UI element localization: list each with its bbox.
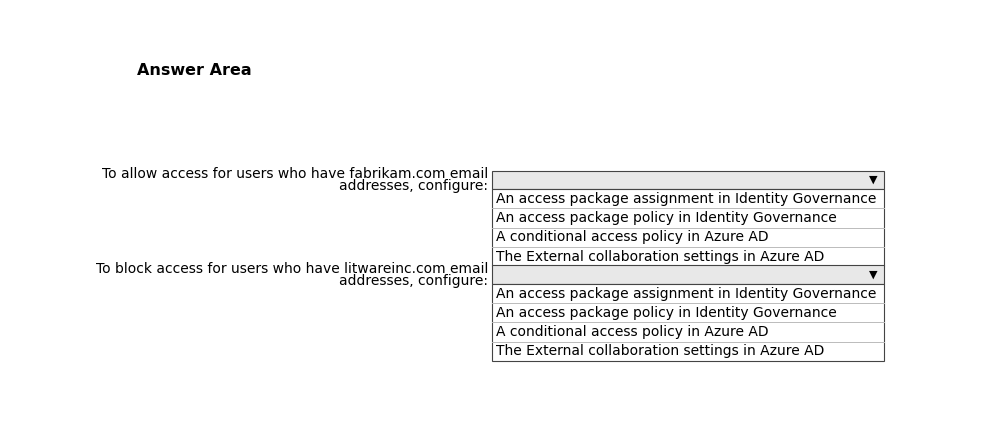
FancyBboxPatch shape (492, 171, 884, 189)
Text: An access package policy in Identity Governance: An access package policy in Identity Gov… (496, 306, 838, 320)
Text: The External collaboration settings in Azure AD: The External collaboration settings in A… (496, 344, 825, 358)
Text: An access package policy in Identity Governance: An access package policy in Identity Gov… (496, 211, 838, 225)
Text: Answer Area: Answer Area (137, 63, 252, 78)
Text: ▼: ▼ (869, 175, 878, 185)
Text: A conditional access policy in Azure AD: A conditional access policy in Azure AD (496, 325, 770, 339)
Text: A conditional access policy in Azure AD: A conditional access policy in Azure AD (496, 230, 770, 244)
Text: An access package assignment in Identity Governance: An access package assignment in Identity… (496, 192, 877, 206)
FancyBboxPatch shape (492, 265, 884, 284)
Text: To allow access for users who have fabrikam.com email: To allow access for users who have fabri… (101, 167, 488, 181)
Text: ▼: ▼ (869, 270, 878, 279)
FancyBboxPatch shape (492, 284, 884, 361)
Text: addresses, configure:: addresses, configure: (339, 179, 488, 193)
Text: An access package assignment in Identity Governance: An access package assignment in Identity… (496, 286, 877, 300)
Text: The External collaboration settings in Azure AD: The External collaboration settings in A… (496, 250, 825, 264)
FancyBboxPatch shape (492, 189, 884, 266)
Text: addresses, configure:: addresses, configure: (339, 274, 488, 288)
Text: To block access for users who have litwareinc.com email: To block access for users who have litwa… (95, 262, 488, 276)
